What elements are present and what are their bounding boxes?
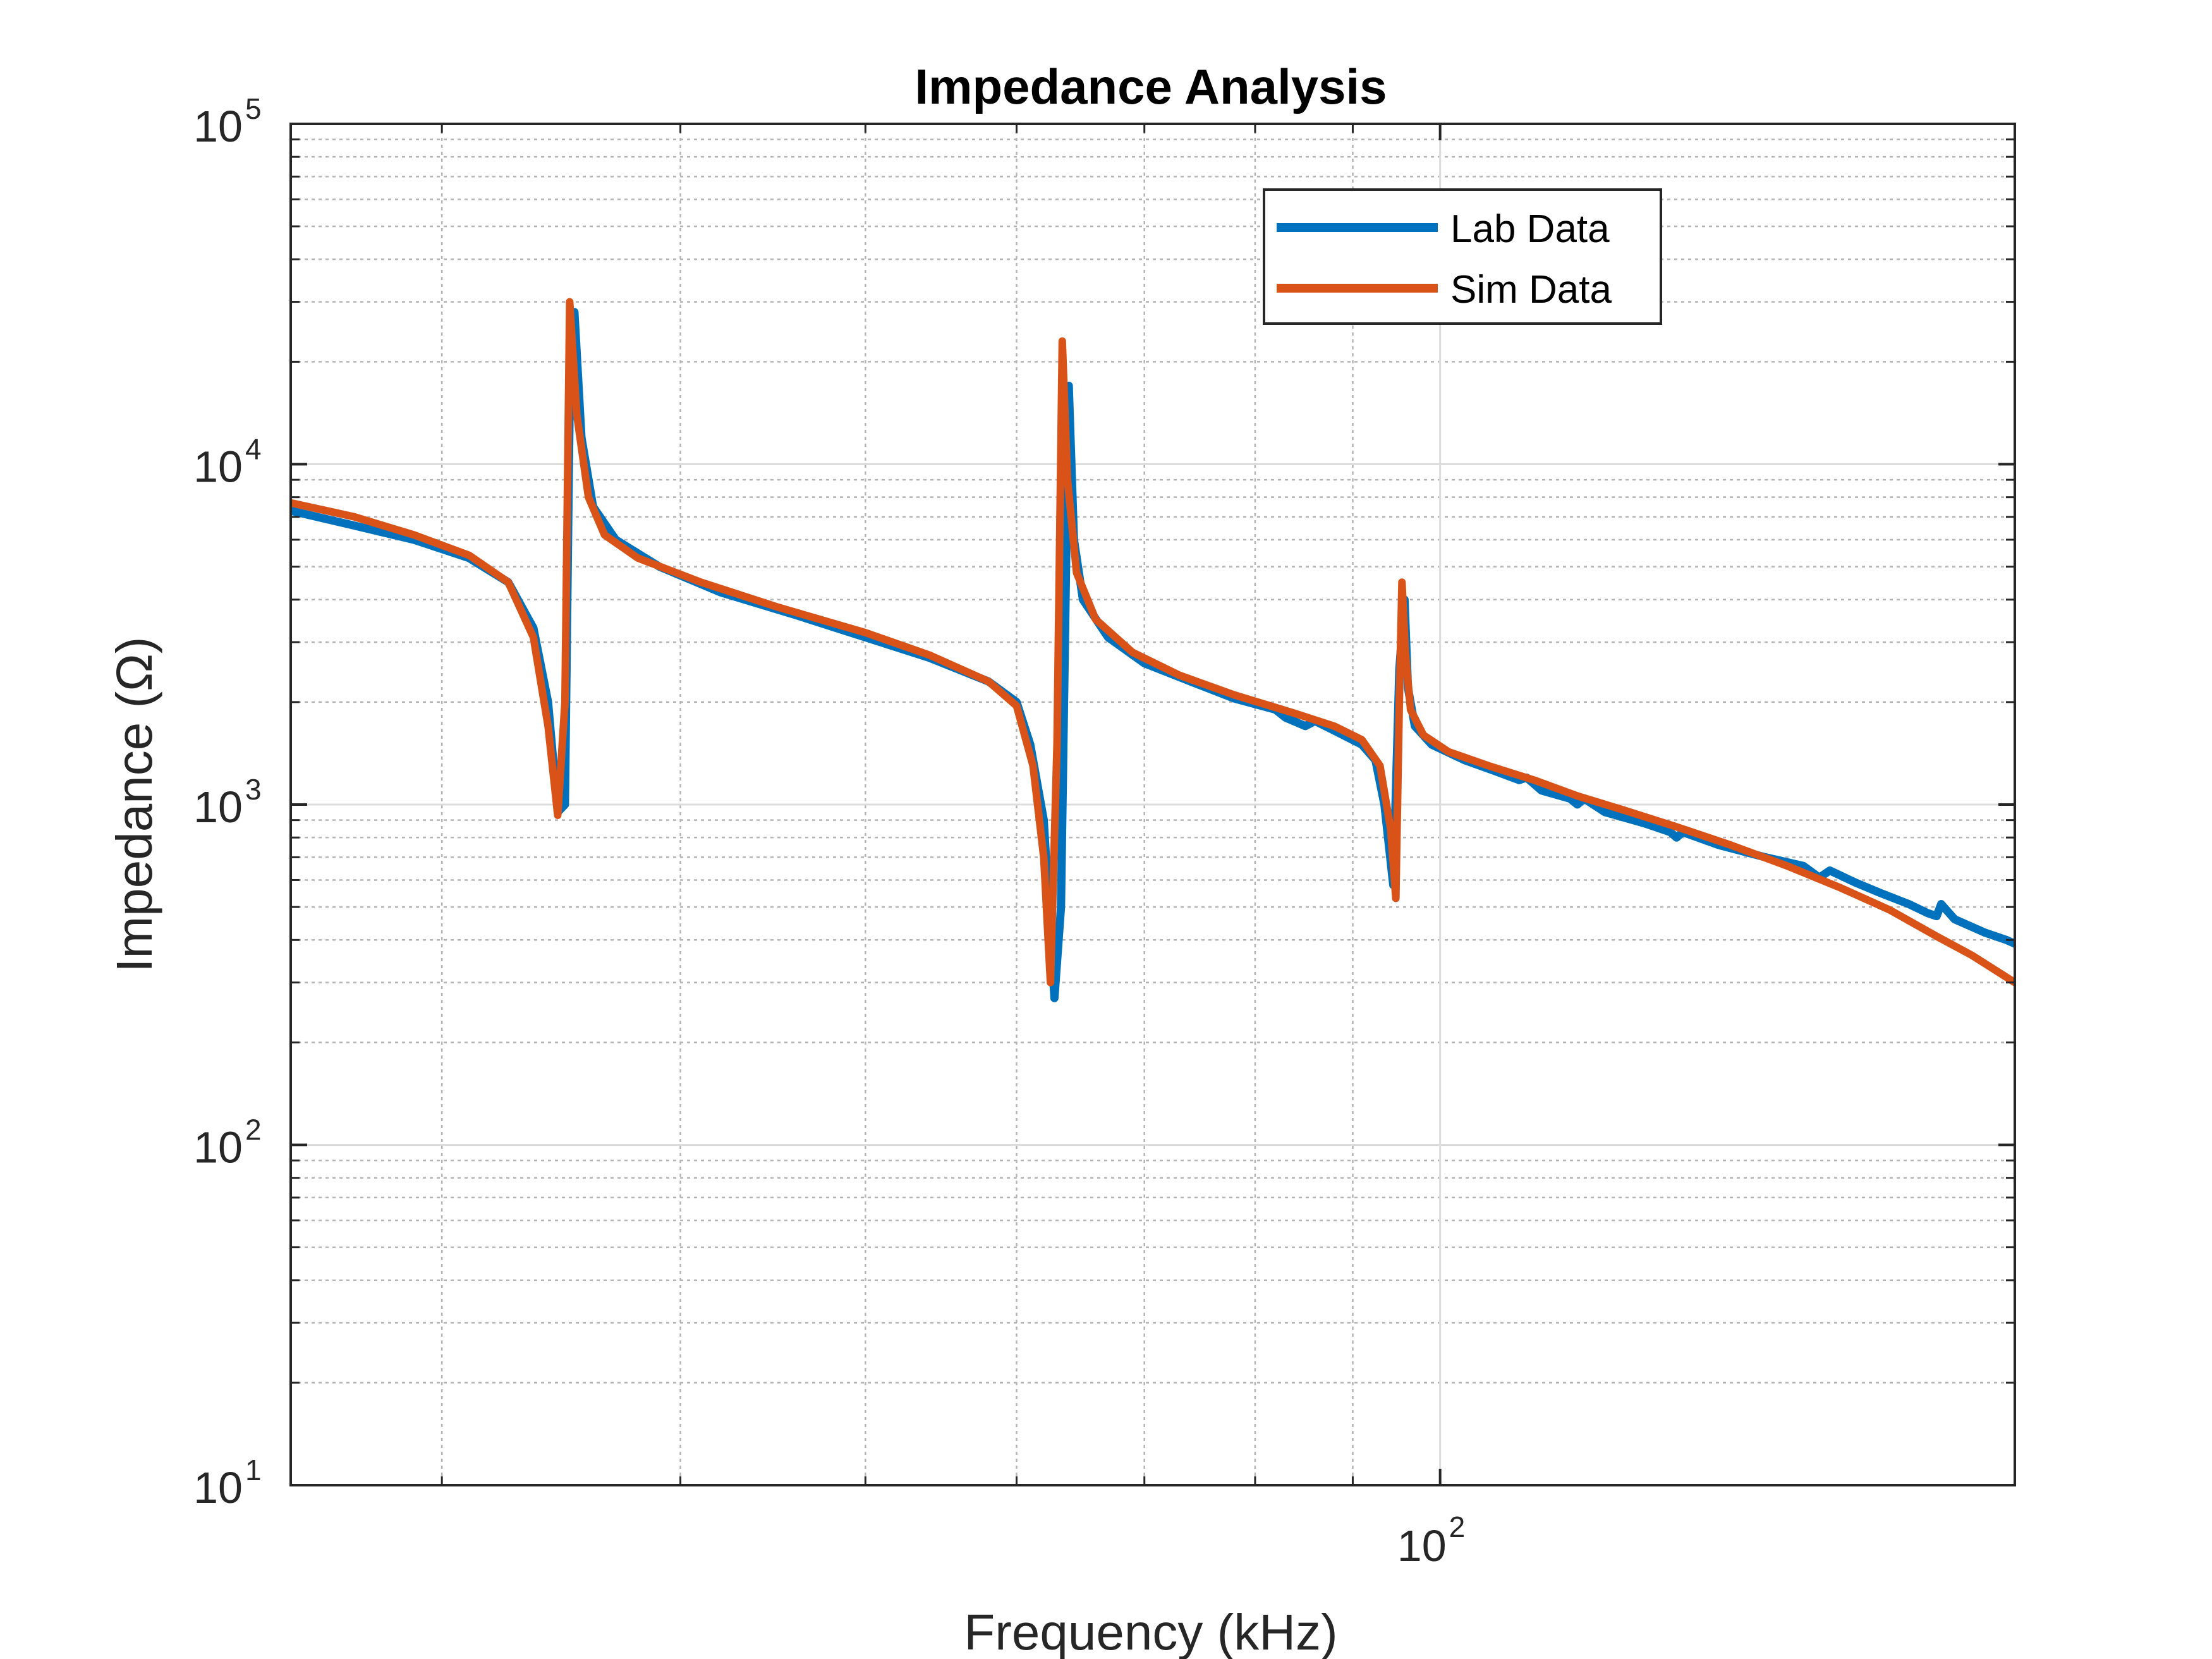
y-tick-exponent: 5 — [245, 92, 262, 125]
y-tick-exponent: 4 — [245, 433, 262, 466]
tick-labels: 10 110 210 310 410 510 2 — [193, 92, 1465, 1571]
axis-ticks — [291, 123, 2016, 1486]
y-tick-label: 10 — [193, 1463, 243, 1512]
y-tick-exponent: 2 — [245, 1114, 262, 1146]
legend-label-sim-data: Sim Data — [1450, 268, 1612, 312]
series-layer — [291, 298, 2015, 1002]
plot-frame — [289, 123, 2016, 1486]
y-tick-exponent: 3 — [245, 773, 262, 806]
x-tick-label: 10 — [1397, 1521, 1447, 1571]
legend: Lab Data Sim Data — [1263, 188, 1662, 325]
legend-label-lab-data: Lab Data — [1450, 207, 1610, 251]
legend-box — [1263, 188, 1662, 325]
series-line-sim-data — [291, 298, 2015, 987]
y-tick-label: 10 — [193, 1123, 243, 1172]
y-tick-label: 10 — [193, 442, 243, 492]
y-axis-label: Impedance (Ω) — [106, 636, 162, 972]
x-axis-label: Frequency (kHz) — [964, 1604, 1337, 1659]
x-tick-exponent: 2 — [1449, 1510, 1466, 1543]
y-tick-exponent: 1 — [245, 1454, 262, 1486]
y-tick-label: 10 — [193, 102, 243, 151]
y-tick-label: 10 — [193, 782, 243, 832]
chart-title: Impedance Analysis — [915, 59, 1387, 114]
